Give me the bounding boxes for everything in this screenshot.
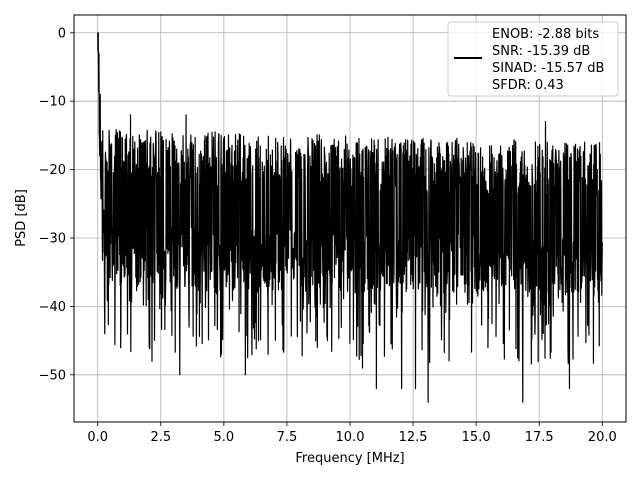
y-tick-label: 0	[58, 26, 66, 41]
x-tick-label: 15.0	[462, 430, 491, 445]
x-tick-label: 7.5	[277, 430, 298, 445]
x-tick-label: 2.5	[150, 430, 171, 445]
x-tick-label: 0.0	[87, 430, 108, 445]
legend-entry-sinad: SINAD: -15.57 dB	[492, 61, 604, 76]
y-tick-label: −20	[39, 163, 66, 178]
x-axis: 0.0 2.5 5.0 7.5 10.0 12.5 15.0 17.5 20.0	[87, 422, 617, 445]
x-tick-label: 5.0	[214, 430, 235, 445]
psd-series-line	[97, 32, 603, 403]
y-tick-label: −10	[39, 95, 66, 110]
y-tick-label: −40	[39, 300, 66, 315]
x-tick-label: 20.0	[588, 430, 617, 445]
y-axis: 0 −10 −20 −30 −40 −50	[39, 26, 74, 383]
legend-box	[447, 21, 619, 97]
y-axis-label: PSD [dB]	[14, 189, 29, 247]
legend-entry-snr: SNR: -15.39 dB	[492, 44, 590, 59]
legend-entry-enob: ENOB: -2.88 bits	[492, 27, 599, 42]
legend-entry-sfdr: SFDR: 0.43	[492, 78, 564, 93]
x-tick-label: 12.5	[399, 430, 428, 445]
x-tick-label: 10.0	[336, 430, 365, 445]
x-axis-label: Frequency [MHz]	[295, 451, 404, 466]
series-layer	[97, 32, 603, 403]
legend: ENOB: -2.88 bits SNR: -15.39 dB SINAD: -…	[447, 21, 619, 97]
y-tick-label: −30	[39, 231, 66, 246]
x-tick-label: 17.5	[525, 430, 554, 445]
y-tick-label: −50	[39, 368, 66, 383]
